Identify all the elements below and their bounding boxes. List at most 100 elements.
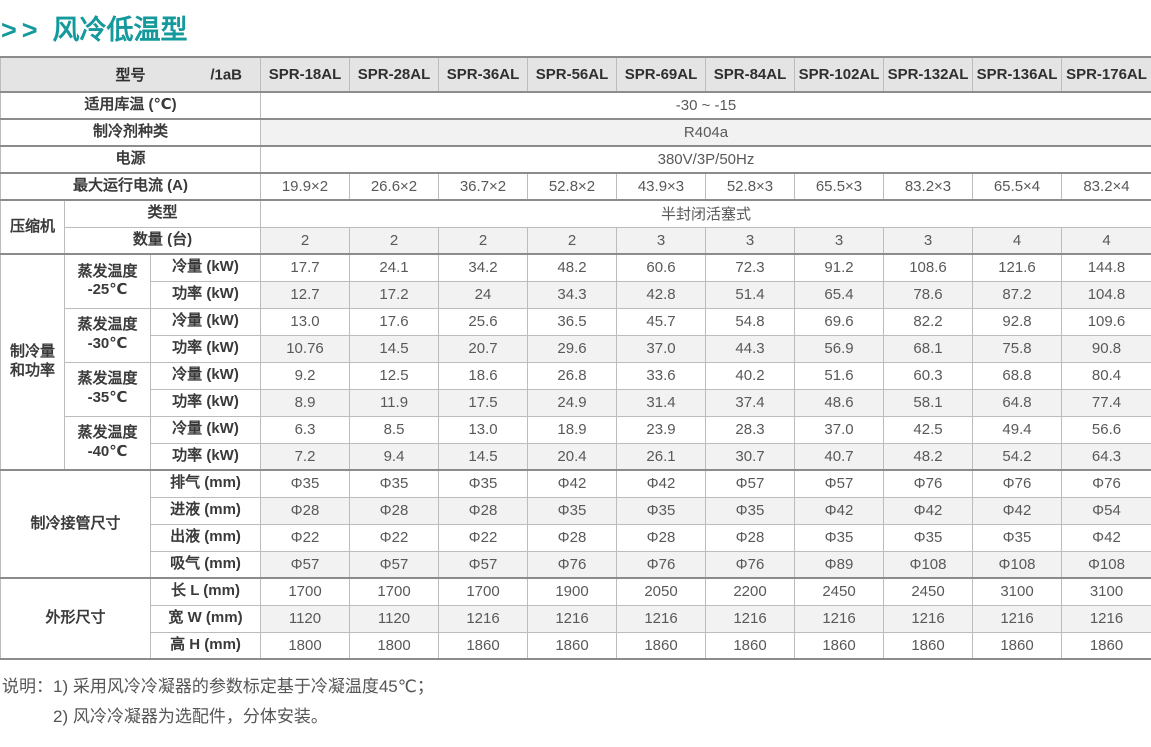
value-cell: 1216 [705,604,795,633]
value-cell: 1860 [972,631,1062,660]
value-cell: Φ57 [260,550,350,579]
model-header-cell: SPR-132AL [883,56,973,93]
value-cell: 1860 [527,631,617,660]
value-cell: Φ54 [1061,496,1151,525]
table-row: 功率 (kW) 7.2 9.4 14.5 20.4 26.1 30.7 40.7 48.2 54.… [1,442,1151,471]
value-cell: 1860 [438,631,528,660]
value-cell: 1216 [1061,604,1151,633]
value-cell: 1700 [438,577,528,606]
table-row: 宽 W (mm) 1120 1120 1216 1216 1216 1216 1216 1216… [1,604,1151,633]
value-cell: 121.6 [972,253,1062,282]
value-cell: 13.0 [260,307,350,336]
note-line: 2) 风冷冷凝器为选配件，分体安装。 [53,706,328,726]
value-cell: 60.6 [616,253,706,282]
value-cell: 18.9 [527,415,617,444]
value-cell: 40.2 [705,361,795,390]
value-cell: 26.1 [616,442,706,471]
value-cell: 51.4 [705,280,795,309]
value-cell: 10.76 [260,334,350,363]
value-cell: Φ35 [883,523,973,552]
table-row: 高 H (mm) 1800 1800 1860 1860 1860 1860 1860 1860… [1,631,1151,660]
table-row: 蒸发温度 -35℃ 冷量 (kW) 9.2 12.5 18.6 26.8 33.6 40.2 5… [1,361,1151,417]
value-cell: 64.3 [1061,442,1151,471]
value-cell: 104.8 [1061,280,1151,309]
value-cell: Φ76 [1061,469,1151,498]
merged-value-cell: R404a [260,118,1151,147]
value-cell: 17.7 [260,253,350,282]
value-cell: 37.0 [794,415,884,444]
value-cell: Φ28 [527,523,617,552]
value-cell: 1860 [616,631,706,660]
subgroup-label-cell: 蒸发温度 -30℃ [64,307,151,363]
value-cell: 24.1 [349,253,439,282]
model-header-cell: SPR-18AL [260,56,350,93]
row-label-cell: 出液 (mm) [150,523,261,552]
value-cell: 3 [794,226,884,255]
value-cell: 64.8 [972,388,1062,417]
value-cell: 52.8×3 [705,172,795,201]
value-cell: Φ28 [349,496,439,525]
value-cell: 3100 [972,577,1062,606]
row-label-cell: 功率 (kW) [150,280,261,309]
value-cell: 31.4 [616,388,706,417]
row-label-cell: 冷量 (kW) [150,415,261,444]
value-cell: 17.2 [349,280,439,309]
value-cell: Φ57 [349,550,439,579]
value-cell: 65.5×4 [972,172,1062,201]
value-cell: Φ89 [794,550,884,579]
value-cell: 68.1 [883,334,973,363]
value-cell: Φ42 [972,496,1062,525]
value-cell: 20.4 [527,442,617,471]
page: { "page": { "title_marker": ">>", "title… [0,0,1151,726]
page-title: >> 风冷低温型 [0,0,1151,56]
value-cell: Φ22 [260,523,350,552]
table-row: 进液 (mm) Φ28 Φ28 Φ28 Φ35 Φ35 Φ35 Φ42 Φ42 Φ42 Φ54 [1,496,1151,525]
value-cell: Φ22 [438,523,528,552]
model-header-cell: SPR-36AL [438,56,528,93]
value-cell: 83.2×3 [883,172,973,201]
value-cell: 44.3 [705,334,795,363]
value-cell: 52.8×2 [527,172,617,201]
value-cell: 1860 [1061,631,1151,660]
value-cell: Φ42 [883,496,973,525]
value-cell: 4 [972,226,1062,255]
model-corner-cell: 型号 /1aB [0,56,261,93]
table-row: 最大运行电流 (A) 19.9×2 26.6×2 36.7×2 52.8×2 43.9×3… [0,172,1151,201]
value-cell: Φ57 [794,469,884,498]
value-cell: 1700 [349,577,439,606]
value-cell: Φ108 [883,550,973,579]
value-cell: 9.2 [260,361,350,390]
value-cell: 4 [1061,226,1151,255]
value-cell: 37.4 [705,388,795,417]
value-cell: 1120 [349,604,439,633]
value-cell: 2450 [794,577,884,606]
value-cell: 51.6 [794,361,884,390]
value-cell: 65.4 [794,280,884,309]
model-header-cell: SPR-69AL [616,56,706,93]
value-cell: 34.3 [527,280,617,309]
model-header-row: 型号 /1aB SPR-18AL SPR-28AL SPR-36AL SPR-56AL… [0,56,1151,93]
table-row: 蒸发温度 -40℃ 冷量 (kW) 6.3 8.5 13.0 18.9 23.9 28.3 37… [1,415,1151,471]
value-cell: 1700 [260,577,350,606]
row-label-cell: 冷量 (kW) [150,361,261,390]
subgroup-label-cell: 蒸发温度 -35℃ [64,361,151,417]
row-label-cell: 电源 [0,145,261,174]
value-cell: 2 [349,226,439,255]
value-cell: 1120 [260,604,350,633]
value-cell: 1216 [438,604,528,633]
value-cell: 75.8 [972,334,1062,363]
value-cell: 6.3 [260,415,350,444]
value-cell: 69.6 [794,307,884,336]
value-cell: 36.7×2 [438,172,528,201]
row-label-cell: 冷量 (kW) [150,307,261,336]
value-cell: 43.9×3 [616,172,706,201]
value-cell: 8.5 [349,415,439,444]
value-cell: 90.8 [1061,334,1151,363]
value-cell: 78.6 [883,280,973,309]
value-cell: 14.5 [438,442,528,471]
value-cell: 13.0 [438,415,528,444]
row-label-cell: 排气 (mm) [150,469,261,498]
value-cell: Φ22 [349,523,439,552]
model-header-cell: SPR-28AL [349,56,439,93]
value-cell: Φ28 [616,523,706,552]
